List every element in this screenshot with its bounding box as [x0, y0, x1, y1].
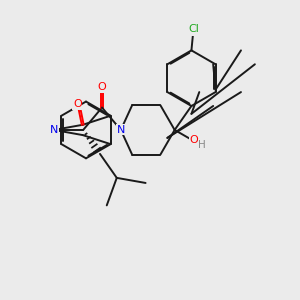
- Text: Cl: Cl: [188, 24, 199, 34]
- Text: N: N: [50, 125, 58, 135]
- Text: O: O: [98, 82, 106, 92]
- Text: N: N: [117, 125, 125, 135]
- Text: O: O: [189, 135, 198, 145]
- Text: O: O: [73, 99, 82, 109]
- Text: H: H: [198, 140, 206, 150]
